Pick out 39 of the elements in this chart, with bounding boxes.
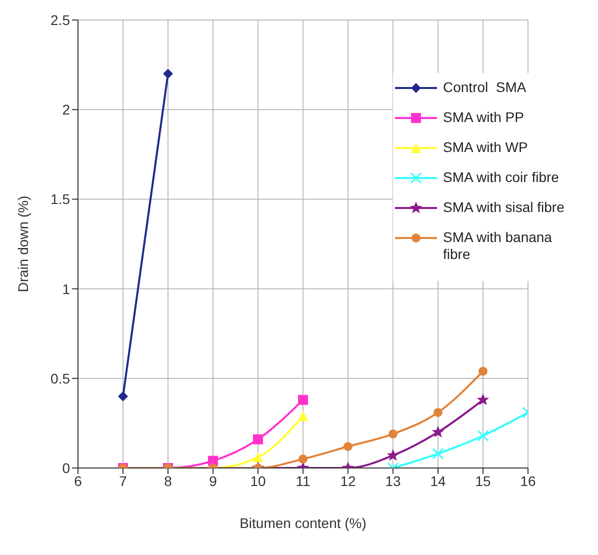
x-tick-label: 7 [119,472,128,489]
legend-label: SMA with sisal fibre [443,199,566,216]
x-tick-label: 10 [250,472,266,489]
x-tick-label: 8 [164,472,172,489]
point [478,366,488,376]
legend-label: Control SMA [443,79,528,96]
point [163,68,173,79]
y-tick-label: 0.5 [50,370,70,386]
y-tick-label: 2 [62,102,70,118]
point [298,454,308,464]
legend-label: SMA with PP [443,109,525,126]
y-tick-label: 1.5 [50,191,70,208]
legend-label: SMA with coir fibre [443,169,560,186]
y-axis-title: Drain down (%) [14,196,31,292]
x-tick-label: 16 [520,472,536,489]
x-tick-label: 14 [430,472,446,489]
legend-label: SMA with banana fibre [443,229,553,263]
point [388,429,398,438]
point [253,434,263,444]
legend-label: SMA with WP [443,139,529,156]
point [432,448,444,460]
x-tick-label: 11 [296,472,310,489]
point [477,430,489,442]
point [476,393,490,406]
point [386,448,400,461]
y-tick-label: 0 [62,460,70,476]
x-tick-label: 13 [385,472,401,489]
point [434,408,442,417]
x-axis-title: Bitumen content (%) [240,515,366,531]
point [298,394,308,405]
x-tick-label: 9 [209,472,218,489]
point [344,442,352,451]
y-tick-label: 1 [62,280,70,297]
point [432,426,444,438]
x-tick-label: 12 [340,472,356,489]
point [118,391,128,402]
x-tick-label: 15 [475,472,491,489]
y-tick-label: 2.5 [50,12,70,28]
x-tick-label: 6 [74,472,82,489]
